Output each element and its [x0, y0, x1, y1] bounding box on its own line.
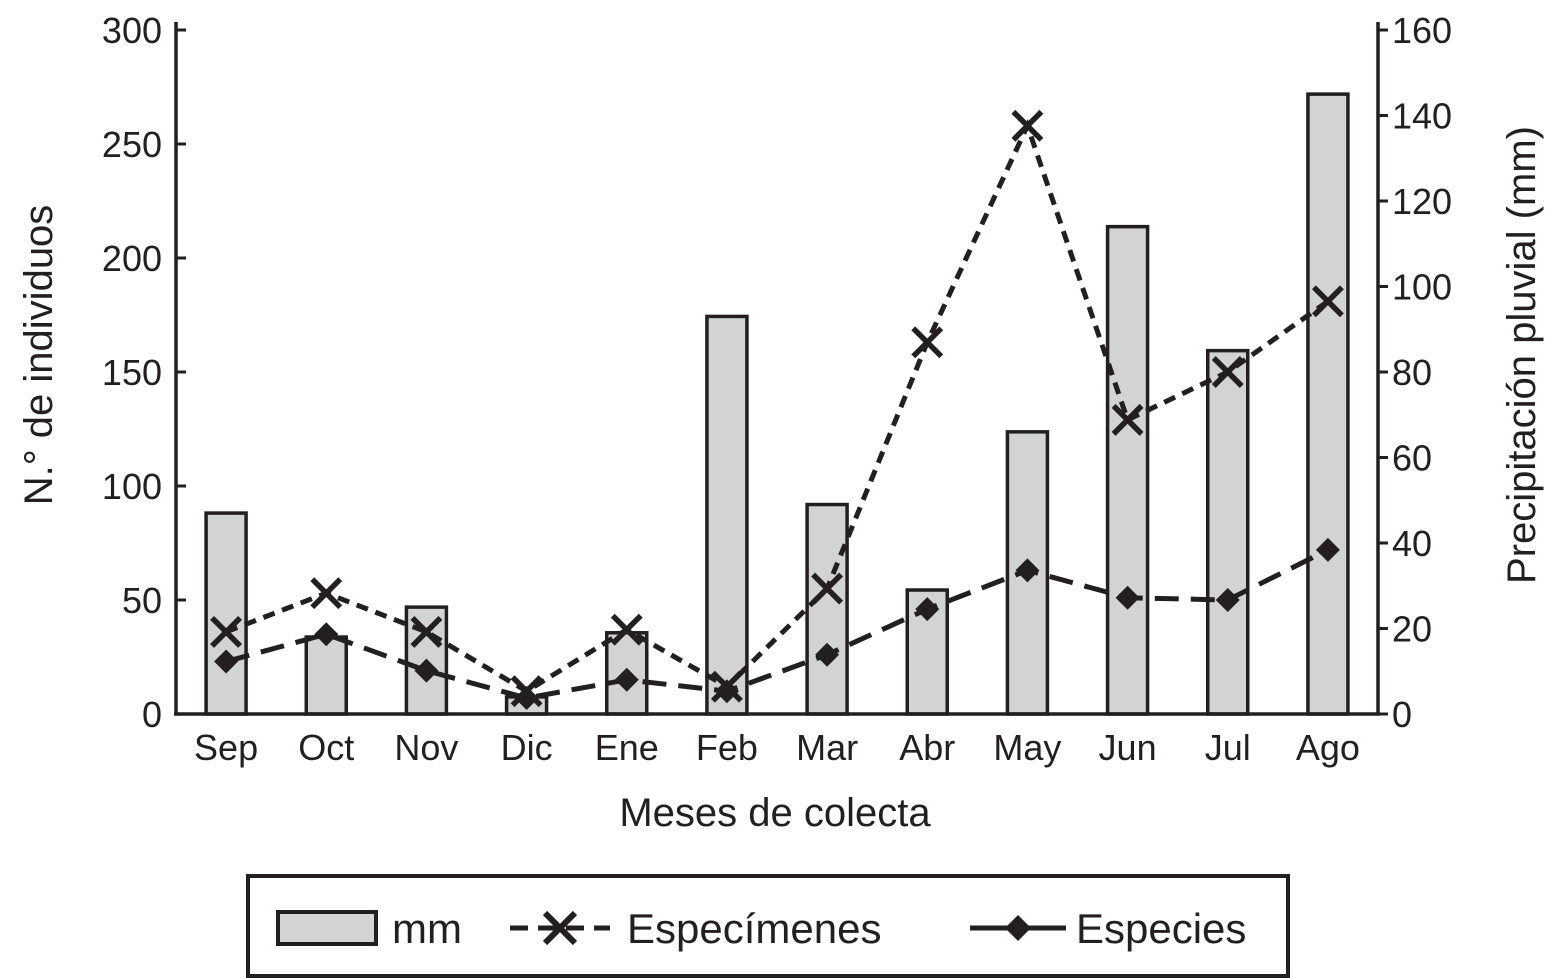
y-axis-title: N.° de individuos [17, 205, 61, 506]
marker-especimenes-ene [610, 613, 643, 646]
y2-tick-label: 0 [1392, 694, 1412, 735]
bar-jul [1206, 348, 1250, 716]
y2-tick-label: 40 [1392, 523, 1432, 564]
marker-especies-sep [214, 649, 239, 674]
series-lines [210, 109, 1344, 711]
x-tick-label: Dic [501, 727, 553, 768]
x-tick-label: Abr [899, 727, 955, 768]
y2-tick-label: 100 [1392, 267, 1452, 308]
y-tick-label: 100 [102, 466, 162, 507]
bar-feb [705, 314, 749, 716]
x-tick-label: Mar [796, 727, 858, 768]
y-tick-label: 0 [142, 694, 162, 735]
line-especies [225, 547, 1330, 701]
marker-especimenes-nov [410, 615, 443, 648]
x-tick-label: Feb [696, 727, 758, 768]
x-tick-label: Oct [298, 727, 354, 768]
tick-labels: 0 50 100 150 200 250 300 0 20 40 60 80 100 120 140 160 S… [102, 10, 1452, 768]
marker-especies-nov [414, 658, 439, 683]
x-tick-label: Ago [1296, 727, 1360, 768]
y-tick-label: 250 [102, 124, 162, 165]
bar-oct [304, 635, 348, 716]
legend-frame [246, 874, 1290, 978]
legend: mm Especímenes Especies [246, 874, 1290, 978]
marker-especies-oct [314, 622, 339, 647]
y2-tick-label: 160 [1392, 10, 1452, 51]
bar-group [204, 92, 1350, 716]
marker-especimenes-ago [1311, 285, 1344, 318]
x-tick-label: May [993, 727, 1061, 768]
y2-tick-label: 60 [1392, 438, 1432, 479]
marker-especies-feb [714, 679, 739, 704]
y2-tick-label: 140 [1392, 96, 1452, 137]
marker-especimenes-may [1011, 109, 1044, 142]
y2-tick-label: 120 [1392, 181, 1452, 222]
x-tick-label: Nov [394, 727, 458, 768]
legend-marker-especimenes [542, 910, 578, 946]
marker-especies-dic [514, 686, 539, 711]
marker-especimenes-abr [911, 326, 944, 359]
legend-label-especies: Especies [1076, 905, 1246, 952]
marker-especimenes-jul [1211, 356, 1244, 388]
marker-especimenes-oct [310, 577, 343, 610]
bar-jun [1105, 224, 1150, 716]
y2-tick-label: 80 [1392, 352, 1432, 393]
y2-tick-label: 20 [1392, 609, 1432, 650]
bar-sep [204, 511, 248, 716]
marker-especimenes-mar [811, 572, 844, 605]
y-tick-label: 300 [102, 10, 162, 51]
bar-mar [805, 502, 849, 716]
bar-ago [1306, 92, 1350, 716]
marker-especies-jul [1215, 588, 1240, 612]
x-axis-title: Meses de colecta [619, 791, 931, 835]
x-tick-label: Ene [595, 727, 659, 768]
line-especimenes [225, 119, 1330, 695]
x-tick-label: Jul [1205, 727, 1251, 768]
x-tick-label: Sep [194, 727, 258, 768]
marker-especies-mar [815, 642, 840, 667]
y2-axis-title: Precipitación pluvial (mm) [1500, 126, 1544, 584]
marker-especies-may [1015, 558, 1040, 583]
marker-especimenes-jun [1111, 403, 1144, 436]
marker-especies-abr [915, 597, 940, 622]
y-tick-label: 50 [122, 580, 162, 621]
y-tick-label: 200 [102, 238, 162, 279]
marker-especies-jun [1115, 585, 1140, 610]
marker-especies-ago [1315, 537, 1340, 562]
legend-marker-especies [1005, 915, 1031, 941]
marker-especies-ene [614, 667, 639, 692]
y-tick-label: 150 [102, 352, 162, 393]
x-tick-label: Jun [1099, 727, 1157, 768]
legend-swatch-mm [276, 910, 378, 946]
marker-especimenes-sep [210, 615, 243, 648]
axes [174, 22, 1388, 716]
legend-label-especimenes: Especímenes [627, 905, 881, 952]
legend-label-mm: mm [392, 905, 462, 952]
